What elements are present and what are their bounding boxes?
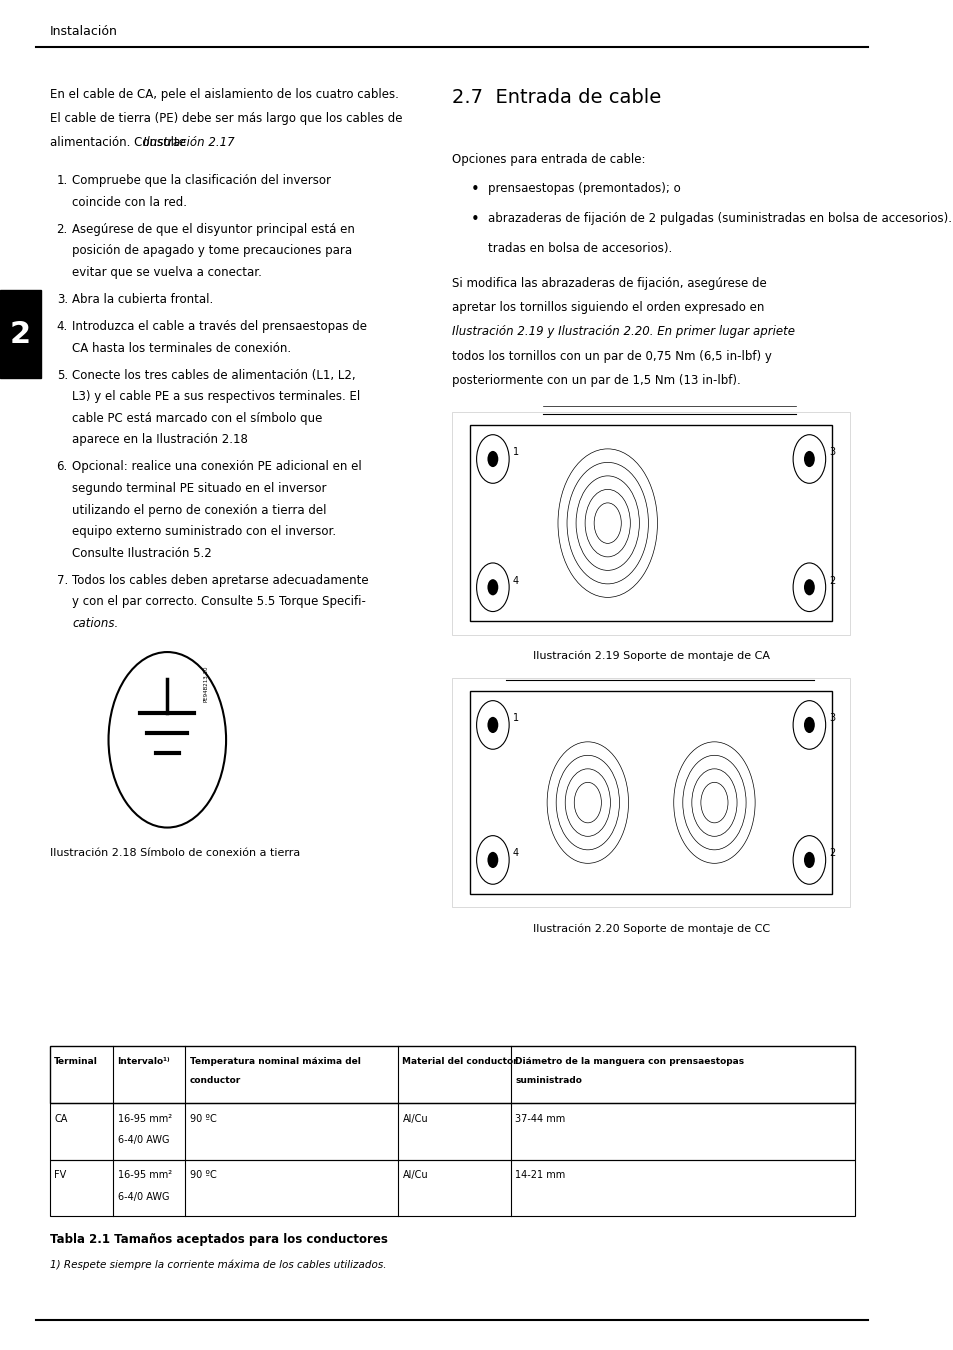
Text: 90 ºC: 90 ºC [190, 1170, 216, 1180]
Text: 2: 2 [10, 320, 30, 350]
Text: 6-4/0 AWG: 6-4/0 AWG [117, 1135, 169, 1145]
Text: 6.: 6. [56, 460, 68, 474]
Text: Abra la cubierta frontal.: Abra la cubierta frontal. [72, 293, 213, 306]
Text: 2.7  Entrada de cable: 2.7 Entrada de cable [452, 88, 660, 107]
Text: segundo terminal PE situado en el inversor: segundo terminal PE situado en el invers… [72, 482, 327, 495]
Text: CA: CA [54, 1114, 68, 1123]
Text: 3: 3 [828, 713, 835, 724]
Text: aparece en la Ilustración 2.18: aparece en la Ilustración 2.18 [72, 433, 248, 447]
Bar [0, 290, 41, 378]
Text: prensaestopas (premontados); o: prensaestopas (premontados); o [488, 182, 680, 196]
Text: Ilustración 2.20 Soporte de montaje de CC: Ilustración 2.20 Soporte de montaje de C… [532, 923, 769, 934]
Text: alimentación. Consulte: alimentación. Consulte [50, 136, 190, 150]
Text: 1) Respete siempre la corriente máxima de los cables utilizados.: 1) Respete siempre la corriente máxima d… [50, 1260, 386, 1270]
Text: Temperatura nominal máxima del: Temperatura nominal máxima del [190, 1057, 360, 1066]
Text: En el cable de CA, pele el aislamiento de los cuatro cables.: En el cable de CA, pele el aislamiento d… [50, 88, 398, 101]
Text: tradas en bolsa de accesorios).: tradas en bolsa de accesorios). [488, 242, 672, 255]
Text: CA hasta los terminales de conexión.: CA hasta los terminales de conexión. [72, 342, 292, 355]
Circle shape [803, 451, 814, 467]
Text: Conecte los tres cables de alimentación (L1, L2,: Conecte los tres cables de alimentación … [72, 369, 355, 382]
Text: Opciones para entrada de cable:: Opciones para entrada de cable: [452, 153, 645, 166]
Bar [452, 412, 849, 634]
Text: Ilustración 2.17: Ilustración 2.17 [143, 136, 234, 150]
Text: Introduzca el cable a través del prensaestopas de: Introduzca el cable a través del prensae… [72, 320, 367, 333]
Circle shape [487, 717, 497, 733]
Text: cations.: cations. [72, 617, 118, 630]
Text: suministrado: suministrado [515, 1076, 581, 1085]
Text: •: • [470, 182, 478, 197]
Text: Tabla 2.1 Tamaños aceptados para los conductores: Tabla 2.1 Tamaños aceptados para los con… [50, 1233, 387, 1246]
Text: 2: 2 [828, 575, 835, 586]
Text: L3) y el cable PE a sus respectivos terminales. El: L3) y el cable PE a sus respectivos term… [72, 390, 360, 404]
Text: 2: 2 [828, 848, 835, 859]
Bar [50, 1103, 854, 1160]
Text: Ilustración 2.18 Símbolo de conexión a tierra: Ilustración 2.18 Símbolo de conexión a t… [50, 848, 299, 857]
Text: Ilustración 2.19 y Ilustración 2.20. En primer lugar apriete: Ilustración 2.19 y Ilustración 2.20. En … [452, 325, 795, 339]
Circle shape [487, 451, 497, 467]
Text: Material del conductor: Material del conductor [402, 1057, 517, 1066]
Text: Si modifica las abrazaderas de fijación, asegúrese de: Si modifica las abrazaderas de fijación,… [452, 277, 766, 290]
Text: Consulte Ilustración 5.2: Consulte Ilustración 5.2 [72, 547, 212, 560]
Text: equipo externo suministrado con el inversor.: equipo externo suministrado con el inver… [72, 525, 336, 539]
Text: abrazaderas de fijación de 2 pulgadas (suministradas en bolsa de accesorios).: abrazaderas de fijación de 2 pulgadas (s… [488, 212, 951, 225]
Text: Ilustración 2.19 Soporte de montaje de CA: Ilustración 2.19 Soporte de montaje de C… [532, 651, 769, 661]
Text: 4: 4 [512, 575, 518, 586]
Text: posteriormente con un par de 1,5 Nm (13 in-lbf).: posteriormente con un par de 1,5 Nm (13 … [452, 374, 740, 387]
Text: 3: 3 [828, 447, 835, 458]
Text: 1.: 1. [56, 174, 68, 188]
Text: Terminal: Terminal [54, 1057, 98, 1066]
Text: Diámetro de la manguera con prensaestopas: Diámetro de la manguera con prensaestopa… [515, 1057, 744, 1066]
Text: 1: 1 [512, 447, 518, 458]
Text: 90 ºC: 90 ºC [190, 1114, 216, 1123]
Bar [452, 678, 849, 907]
Text: Todos los cables deben apretarse adecuadamente: Todos los cables deben apretarse adecuad… [72, 574, 369, 587]
Text: 1: 1 [512, 713, 518, 724]
Circle shape [803, 579, 814, 595]
Text: 16-95 mm²: 16-95 mm² [117, 1170, 172, 1180]
Text: posición de apagado y tome precauciones para: posición de apagado y tome precauciones … [72, 244, 352, 258]
Text: Instalación: Instalación [50, 24, 117, 38]
Text: Asegúrese de que el disyuntor principal está en: Asegúrese de que el disyuntor principal … [72, 223, 355, 236]
Circle shape [487, 579, 497, 595]
Text: cable PC está marcado con el símbolo que: cable PC está marcado con el símbolo que [72, 412, 322, 425]
Text: 2.: 2. [56, 223, 68, 236]
Text: y con el par correcto. Consulte 5.5 Torque Specifi-: y con el par correcto. Consulte 5.5 Torq… [72, 595, 366, 609]
Text: apretar los tornillos siguiendo el orden expresado en: apretar los tornillos siguiendo el orden… [452, 301, 763, 315]
Circle shape [803, 717, 814, 733]
Text: Compruebe que la clasificación del inversor: Compruebe que la clasificación del inver… [72, 174, 331, 188]
Text: utilizando el perno de conexión a tierra del: utilizando el perno de conexión a tierra… [72, 504, 327, 517]
Text: evitar que se vuelva a conectar.: evitar que se vuelva a conectar. [72, 266, 262, 279]
Text: •: • [470, 212, 478, 227]
Bar [50, 1160, 854, 1216]
Text: Al/Cu: Al/Cu [402, 1114, 428, 1123]
Text: 5.: 5. [56, 369, 68, 382]
Bar [470, 425, 831, 621]
Text: 3.: 3. [56, 293, 68, 306]
Text: 4.: 4. [56, 320, 68, 333]
Text: PE94B213.10: PE94B213.10 [203, 666, 209, 702]
Text: El cable de tierra (PE) debe ser más largo que los cables de: El cable de tierra (PE) debe ser más lar… [50, 112, 402, 126]
Text: FV: FV [54, 1170, 67, 1180]
Text: todos los tornillos con un par de 0,75 Nm (6,5 in-lbf) y: todos los tornillos con un par de 0,75 N… [452, 350, 771, 363]
Text: Opcional: realice una conexión PE adicional en el: Opcional: realice una conexión PE adicio… [72, 460, 362, 474]
Text: 16-95 mm²: 16-95 mm² [117, 1114, 172, 1123]
Circle shape [803, 852, 814, 868]
Text: 37-44 mm: 37-44 mm [515, 1114, 565, 1123]
Bar [470, 691, 831, 894]
Text: 4: 4 [512, 848, 518, 859]
Text: conductor: conductor [190, 1076, 241, 1085]
Bar [50, 1046, 854, 1103]
Text: Al/Cu: Al/Cu [402, 1170, 428, 1180]
Text: 7.: 7. [56, 574, 68, 587]
Text: coincide con la red.: coincide con la red. [72, 196, 187, 209]
Text: 14-21 mm: 14-21 mm [515, 1170, 565, 1180]
Text: Intervalo¹⁾: Intervalo¹⁾ [117, 1057, 170, 1066]
Circle shape [487, 852, 497, 868]
Text: 6-4/0 AWG: 6-4/0 AWG [117, 1192, 169, 1202]
